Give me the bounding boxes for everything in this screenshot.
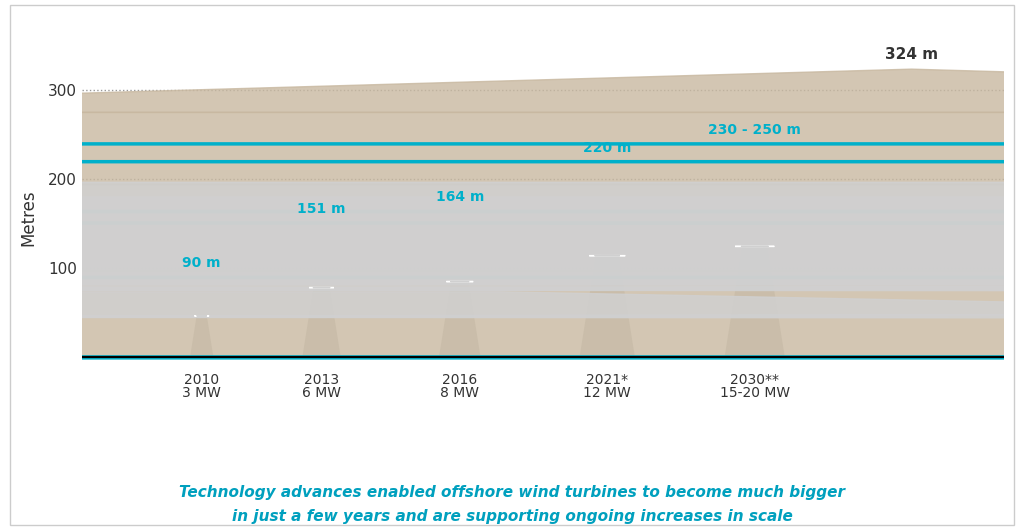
Text: Technology advances enabled offshore wind turbines to become much bigger: Technology advances enabled offshore win… xyxy=(179,485,845,500)
Text: 230 - 250 m: 230 - 250 m xyxy=(709,123,801,137)
Text: 220 m: 220 m xyxy=(583,140,632,155)
Polygon shape xyxy=(0,243,1024,279)
Text: 15-20 MW: 15-20 MW xyxy=(720,386,790,400)
Polygon shape xyxy=(0,243,1024,279)
Text: 324 m: 324 m xyxy=(885,47,938,62)
Polygon shape xyxy=(725,246,784,357)
Polygon shape xyxy=(439,281,480,357)
Polygon shape xyxy=(0,248,1024,288)
Polygon shape xyxy=(0,112,1024,184)
Polygon shape xyxy=(0,279,1024,304)
Polygon shape xyxy=(0,184,1024,271)
Text: 151 m: 151 m xyxy=(297,202,346,216)
Polygon shape xyxy=(303,288,340,357)
Text: 2030**: 2030** xyxy=(730,374,779,387)
Text: 90 m: 90 m xyxy=(182,256,221,270)
Text: 2013: 2013 xyxy=(304,374,339,387)
Text: 8 MW: 8 MW xyxy=(440,386,479,400)
Polygon shape xyxy=(0,292,1024,316)
Text: 12 MW: 12 MW xyxy=(584,386,631,400)
Polygon shape xyxy=(0,279,1024,304)
Text: 2010: 2010 xyxy=(184,374,219,387)
Polygon shape xyxy=(581,255,634,357)
Text: 164 m: 164 m xyxy=(435,190,484,205)
Polygon shape xyxy=(0,271,1024,357)
Polygon shape xyxy=(190,316,213,357)
Text: 3 MW: 3 MW xyxy=(182,386,221,400)
Text: 6 MW: 6 MW xyxy=(302,386,341,400)
Polygon shape xyxy=(0,286,1024,308)
Text: 2021*: 2021* xyxy=(586,374,629,387)
Polygon shape xyxy=(0,253,1024,286)
Polygon shape xyxy=(0,315,948,328)
Text: in just a few years and are supporting ongoing increases in scale: in just a few years and are supporting o… xyxy=(231,509,793,524)
Polygon shape xyxy=(0,238,1024,281)
Polygon shape xyxy=(0,197,1024,255)
Polygon shape xyxy=(0,182,1024,246)
Y-axis label: Metres: Metres xyxy=(19,189,37,245)
Text: 2016: 2016 xyxy=(442,374,477,387)
Polygon shape xyxy=(0,315,1024,328)
Polygon shape xyxy=(0,286,1024,308)
Polygon shape xyxy=(0,69,1024,112)
Polygon shape xyxy=(0,253,1024,286)
